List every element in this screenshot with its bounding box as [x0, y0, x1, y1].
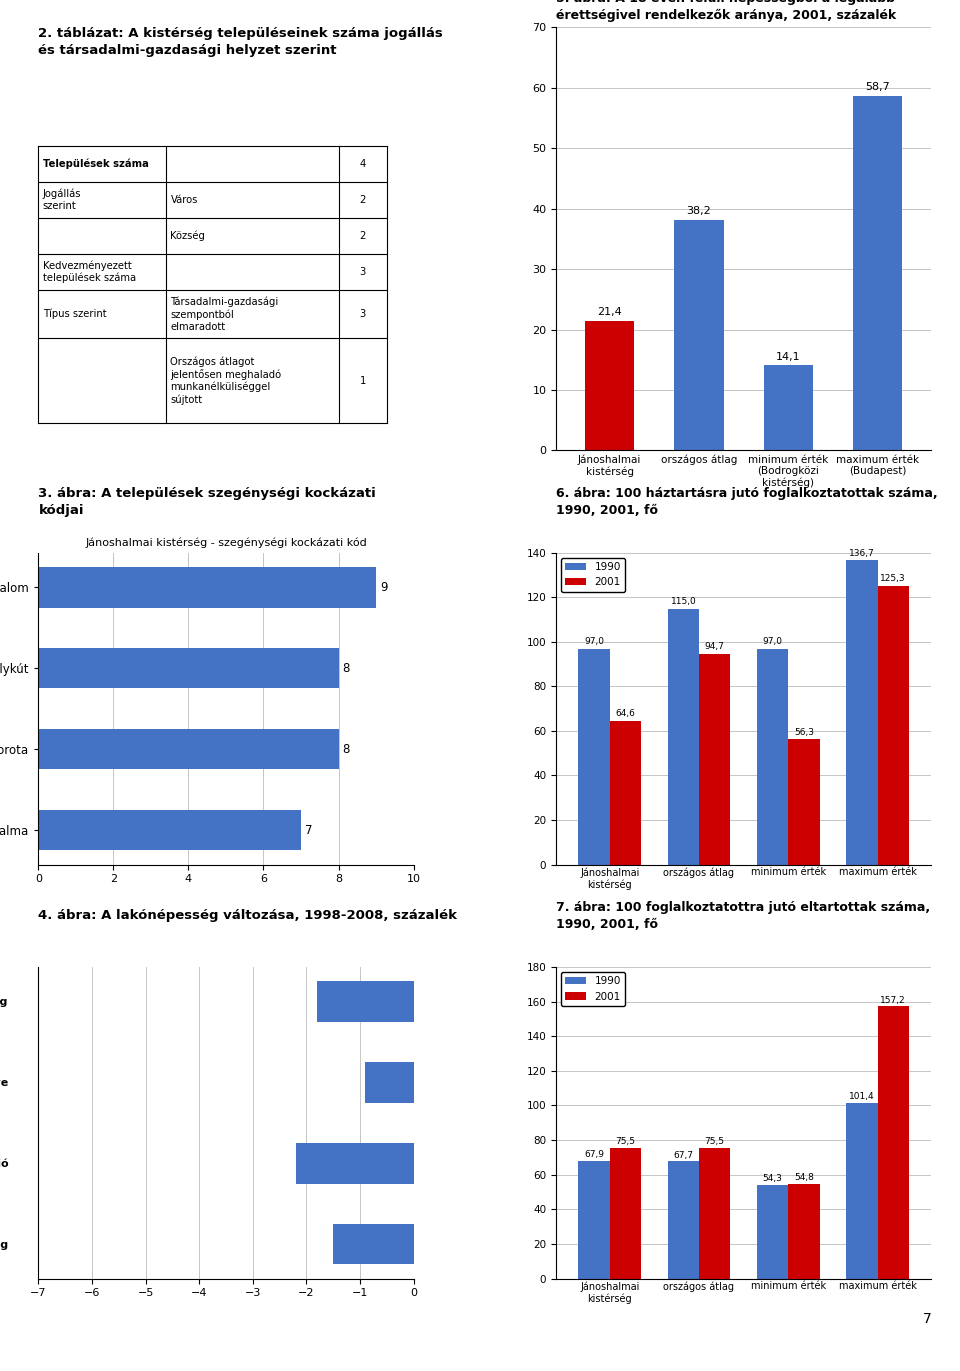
Text: Magyarország: Magyarország: [0, 1239, 9, 1249]
Legend: 1990, 2001: 1990, 2001: [562, 972, 625, 1006]
Text: 64,6: 64,6: [615, 710, 636, 718]
Text: Típus szerint: Típus szerint: [43, 308, 107, 319]
Bar: [366, 1063, 414, 1102]
Bar: [668, 609, 699, 865]
Bar: [699, 1148, 731, 1279]
Text: Város: Város: [171, 195, 198, 204]
Bar: [317, 982, 414, 1021]
Text: 7: 7: [923, 1312, 931, 1326]
Bar: [847, 561, 877, 865]
Bar: [296, 1143, 414, 1183]
Text: 67,7: 67,7: [673, 1150, 693, 1160]
Text: 3: 3: [360, 267, 366, 277]
Text: 1: 1: [360, 376, 366, 385]
Text: 7: 7: [304, 824, 312, 836]
Text: 75,5: 75,5: [615, 1137, 636, 1146]
Text: Jogállás
szerint: Jogállás szerint: [43, 189, 82, 211]
Bar: [610, 1148, 641, 1279]
Bar: [38, 568, 376, 607]
Text: 75,5: 75,5: [705, 1137, 725, 1146]
Text: 101,4: 101,4: [850, 1093, 875, 1101]
Text: 157,2: 157,2: [880, 995, 906, 1005]
Text: Bács-Kiskun megye: Bács-Kiskun megye: [0, 1078, 9, 1087]
Bar: [757, 1185, 788, 1279]
Text: 2. táblázat: A kistérség településeinek száma jogállás
és társadalmi-gazdasági h: 2. táblázat: A kistérség településeinek …: [38, 27, 444, 58]
Text: 5. ábra: A 18 éven felüli népességből a legalább
érettségivel rendelkezők aránya: 5. ábra: A 18 éven felüli népességből a …: [556, 0, 897, 22]
Bar: [757, 648, 788, 865]
Legend: 1990, 2001: 1990, 2001: [562, 558, 625, 592]
Text: 136,7: 136,7: [849, 548, 875, 558]
Text: Dél-Alföldi régió: Dél-Alföldi régió: [0, 1158, 9, 1168]
Bar: [333, 1224, 414, 1264]
Text: Országos átlagot
jelentősen meghaladó
munkanélküliséggel
sújtott: Országos átlagot jelentősen meghaladó mu…: [171, 356, 281, 404]
Text: 2: 2: [360, 230, 366, 241]
Bar: [579, 1161, 610, 1279]
Bar: [38, 648, 339, 688]
Bar: [788, 739, 820, 865]
Text: 67,9: 67,9: [584, 1150, 604, 1160]
Bar: [38, 810, 301, 850]
Text: Jánoshalmai kistérség: Jánoshalmai kistérség: [0, 997, 9, 1006]
Text: 38,2: 38,2: [686, 206, 711, 217]
Text: Kedvezményezett
települések száma: Kedvezményezett települések száma: [43, 260, 136, 284]
Bar: [668, 1161, 699, 1279]
Text: 4: 4: [360, 159, 366, 169]
Text: 56,3: 56,3: [794, 728, 814, 738]
Text: 97,0: 97,0: [584, 638, 604, 646]
Text: 2: 2: [360, 195, 366, 204]
Text: 4. ábra: A lakónépesség változása, 1998-2008, százalék: 4. ábra: A lakónépesség változása, 1998-…: [38, 909, 457, 923]
Bar: [610, 721, 641, 865]
Text: 7. ábra: 100 foglalkoztatottra jutó eltartottak száma,
1990, 2001, fő: 7. ábra: 100 foglalkoztatottra jutó elta…: [556, 901, 930, 931]
Text: 115,0: 115,0: [670, 598, 696, 606]
Text: 14,1: 14,1: [776, 351, 801, 362]
Text: 54,3: 54,3: [763, 1174, 782, 1183]
Text: 3. ábra: A települések szegénységi kockázati
kódjai: 3. ábra: A települések szegénységi kocká…: [38, 487, 376, 517]
Bar: [788, 1183, 820, 1279]
Bar: [675, 219, 724, 451]
Bar: [585, 321, 635, 451]
Text: 94,7: 94,7: [705, 643, 725, 651]
Text: 9: 9: [380, 581, 387, 594]
Text: 8: 8: [343, 662, 349, 675]
Text: 97,0: 97,0: [762, 638, 782, 646]
Bar: [579, 648, 610, 865]
Text: 6. ábra: 100 háztartásra jutó foglalkoztatottak száma,
1990, 2001, fő: 6. ábra: 100 háztartásra jutó foglalkozt…: [556, 487, 938, 517]
Text: Társadalmi-gazdasági
szempontból
elmaradott: Társadalmi-gazdasági szempontból elmarad…: [171, 296, 278, 332]
Text: Települések száma: Települések száma: [43, 159, 149, 169]
Title: Jánoshalmai kistérség - szegénységi kockázati kód: Jánoshalmai kistérség - szegénységi kock…: [85, 537, 367, 548]
Text: 8: 8: [343, 743, 349, 755]
Bar: [699, 654, 731, 865]
Text: 58,7: 58,7: [865, 82, 890, 92]
Text: 125,3: 125,3: [880, 574, 906, 583]
Bar: [847, 1104, 877, 1279]
Bar: [877, 585, 909, 865]
Bar: [38, 729, 339, 769]
Bar: [764, 365, 813, 451]
Text: 21,4: 21,4: [597, 307, 622, 318]
Bar: [853, 96, 902, 451]
Text: Község: Község: [171, 230, 205, 241]
Bar: [877, 1006, 909, 1279]
Text: 54,8: 54,8: [794, 1174, 814, 1182]
Text: 3: 3: [360, 308, 366, 319]
